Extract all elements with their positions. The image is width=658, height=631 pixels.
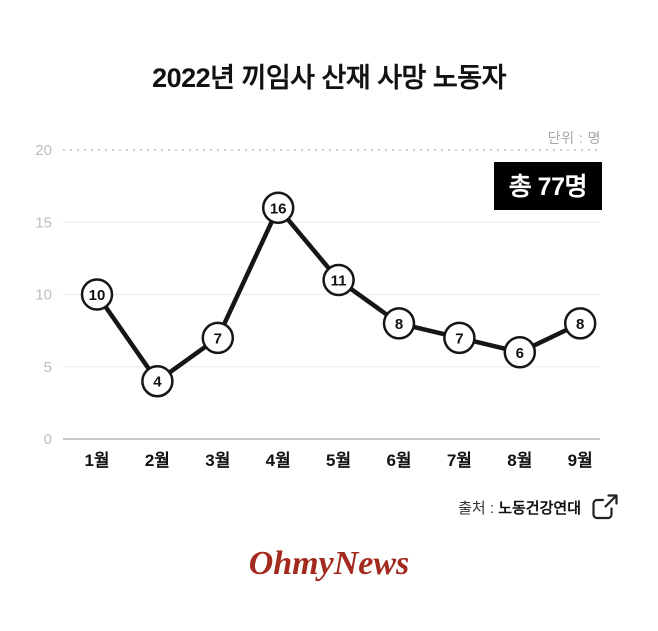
external-link-icon: [590, 492, 620, 522]
total-badge: 총 77명: [493, 162, 602, 210]
source-line: 출처 : 노동건강연대: [458, 492, 620, 522]
x-tick-label: 5월: [326, 451, 351, 470]
data-point: [261, 191, 295, 225]
source-name: 노동건강연대: [498, 499, 581, 517]
unit-label: 단위 : 명: [547, 130, 601, 146]
data-point-label: 6: [516, 345, 524, 362]
chart-title: 2022년 끼임사 산재 사망 노동자: [152, 63, 506, 93]
source-prefix: 출처 :: [458, 499, 499, 517]
x-tick-label: 1월: [84, 451, 109, 470]
data-point: [80, 278, 114, 311]
data-point: [382, 307, 416, 340]
x-tick-label: 2월: [145, 451, 170, 470]
data-point: [503, 336, 537, 369]
data-point-label: 8: [576, 316, 584, 333]
data-point: [443, 321, 476, 355]
y-tick-label: 10: [35, 287, 52, 304]
data-point-label: 7: [455, 330, 463, 347]
x-tick-label: 9월: [568, 451, 593, 470]
x-tick-label: 3월: [205, 451, 230, 470]
data-point: [563, 307, 597, 340]
data-point: [322, 263, 355, 297]
y-tick-label: 15: [35, 214, 52, 231]
data-point-label: 11: [331, 273, 347, 290]
line-chart: 0 5 10 15 20 10 1월 4 2월 7 3월 16 4월 11 5월 8 6월 7 7월 6 8월 8 9월: [35, 142, 600, 470]
data-point-label: 8: [395, 316, 403, 333]
data-point-label: 10: [89, 287, 106, 304]
y-tick-label: 5: [44, 359, 52, 376]
data-point: [201, 321, 235, 355]
data-point: [141, 364, 174, 398]
data-point-label: 7: [214, 330, 222, 347]
ohmynews-logo: OhmyNews: [248, 545, 410, 582]
data-point-label: 4: [153, 374, 162, 391]
x-tick-label: 4월: [266, 451, 291, 470]
x-tick-label: 6월: [386, 451, 411, 470]
y-tick-label: 0: [44, 431, 52, 448]
y-tick-label: 20: [35, 142, 52, 159]
data-point-label: 16: [270, 200, 287, 217]
x-tick-label: 8월: [507, 451, 532, 470]
source-label: 출처 : 노동건강연대: [458, 497, 581, 518]
x-tick-label: 7월: [447, 451, 472, 470]
